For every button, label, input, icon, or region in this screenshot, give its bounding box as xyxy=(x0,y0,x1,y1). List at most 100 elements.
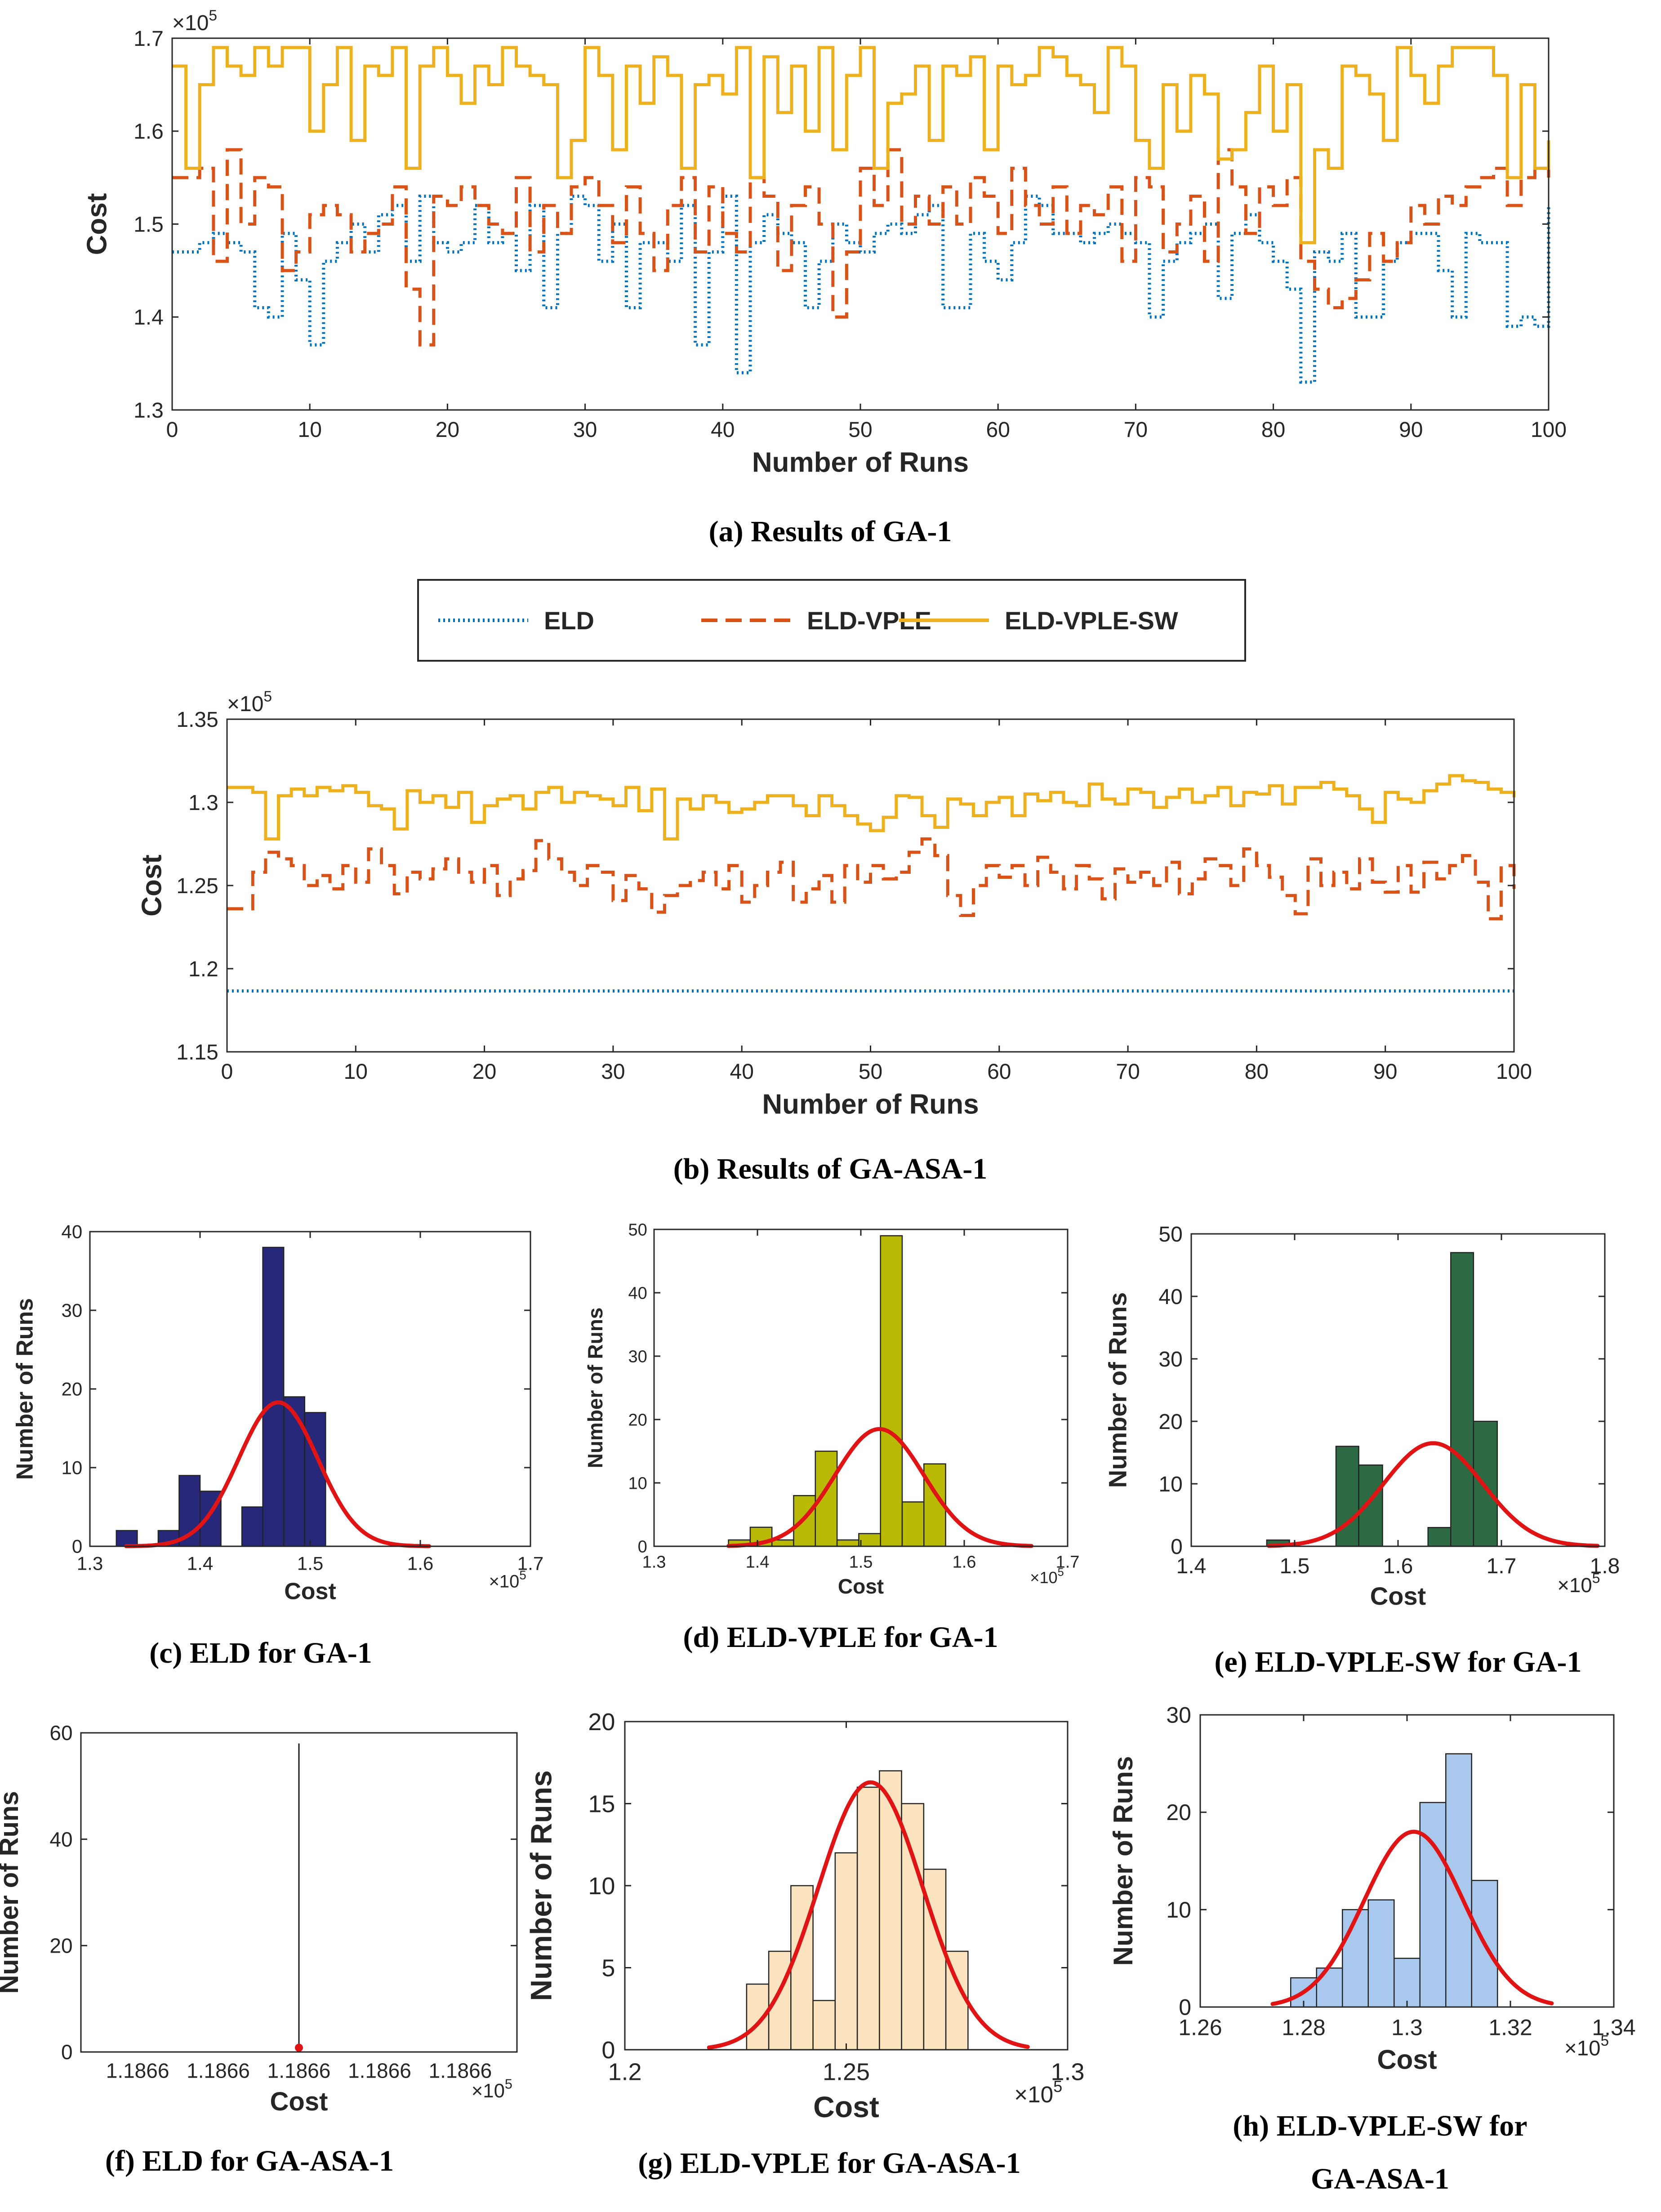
y-tick-label: 60 xyxy=(49,1721,72,1745)
x-tick-label: 1.26 xyxy=(1178,2015,1222,2040)
y-tick-label: 1.4 xyxy=(134,306,164,329)
histogram-bar xyxy=(901,1501,925,1547)
x-tick-label: 80 xyxy=(1245,1060,1269,1084)
histogram-bar xyxy=(836,1539,859,1547)
y-tick-label: 30 xyxy=(1158,1348,1182,1371)
caption-c: (c) ELD for GA-1 xyxy=(149,1637,372,1669)
histogram-bar xyxy=(1316,1967,1343,2008)
series-eld-vple xyxy=(172,148,1550,347)
series-eld-vple-sw xyxy=(172,46,1550,245)
x-axis-label: Number of Runs xyxy=(752,447,969,478)
y-tick-label: 0 xyxy=(601,2037,615,2064)
histogram-bar xyxy=(1427,1527,1452,1547)
x-tick-label: 1.8 xyxy=(1590,1554,1620,1578)
caption-f: (f) ELD for GA-ASA-1 xyxy=(105,2145,394,2177)
histogram-bar xyxy=(1358,1464,1383,1547)
x-tick-label: 1.3 xyxy=(642,1553,666,1572)
histogram-bar xyxy=(1445,1753,1472,2008)
y-axis-label: Number of Runs xyxy=(525,1770,558,2001)
axis-exponent: ×105 xyxy=(472,2076,512,2102)
normal-fit-curve xyxy=(707,1780,1030,2050)
legend-box xyxy=(417,579,1246,662)
y-tick-label: 10 xyxy=(628,1474,647,1493)
chart-a: 0 10 20 30 40 50 60 70 80 90 100 1.3 1.4 1.5 1.6 1.7 Num… xyxy=(82,7,1567,478)
caption-e: (e) ELD-VPLE-SW for GA-1 xyxy=(1214,1646,1582,1678)
y-tick-label: 20 xyxy=(61,1379,82,1400)
axes-frame xyxy=(80,1732,518,2053)
series-eld xyxy=(172,195,1550,384)
x-tick-label: 1.28 xyxy=(1282,2015,1325,2040)
x-tick-label: 100 xyxy=(1496,1060,1532,1084)
x-tick-label: 80 xyxy=(1261,418,1285,442)
x-tick-label: 1.25 xyxy=(823,2059,870,2086)
x-axis-label: Cost xyxy=(1370,1582,1426,1610)
x-tick-label: 1.4 xyxy=(746,1553,770,1572)
axis-exponent: ×105 xyxy=(1557,1570,1600,1597)
x-tick-label: 1.1866 xyxy=(106,2059,169,2083)
histogram-bar xyxy=(1394,1958,1421,2008)
chart-c: 1.3 1.4 1.5 1.6 1.7 0 10 20 30 40 Cost Number of Ru… xyxy=(12,1221,544,1605)
y-tick-label: 1.2 xyxy=(188,957,218,981)
x-tick-label: 1.3 xyxy=(1051,2059,1084,2086)
histogram-bar xyxy=(812,2000,836,2051)
y-tick-label: 15 xyxy=(588,1790,615,1817)
y-tick-label: 30 xyxy=(1166,1703,1191,1728)
histogram-bar xyxy=(1367,1899,1395,2008)
axis-exponent: ×105 xyxy=(1014,2077,1062,2107)
x-tick-label: 20 xyxy=(472,1060,496,1084)
axis-exponent: ×105 xyxy=(227,688,272,716)
axis-exponent: ×105 xyxy=(489,1568,526,1592)
y-tick-label: 10 xyxy=(588,1873,615,1900)
chart-d: 1.3 1.4 1.5 1.6 1.7 0 10 20 30 40 50 Cost Number of … xyxy=(583,1220,1079,1598)
x-axis-label: Number of Runs xyxy=(762,1089,979,1120)
y-axis-label: Cost xyxy=(82,193,113,255)
x-axis-label: Cost xyxy=(838,1575,884,1598)
y-tick-label: 1.6 xyxy=(134,120,164,144)
x-tick-label: 1.1866 xyxy=(267,2059,331,2083)
y-tick-label: 20 xyxy=(588,1709,615,1736)
y-tick-label: 1.3 xyxy=(188,791,218,815)
x-tick-label: 1.6 xyxy=(953,1553,976,1572)
plot-area xyxy=(227,719,1514,1052)
normal-fit-curve xyxy=(1267,1441,1600,1548)
x-axis-label: Cost xyxy=(1377,2045,1437,2075)
chart-b: 0 10 20 30 40 50 60 70 80 90 100 1.15 1.2 1.25 1.3 1.35… xyxy=(137,688,1532,1120)
x-tick-label: 1.32 xyxy=(1488,2015,1532,2040)
y-tick-label: 0 xyxy=(1179,1995,1191,2020)
x-tick-label: 100 xyxy=(1531,418,1567,442)
x-tick-label: 1.5 xyxy=(849,1553,873,1572)
y-tick-label: 10 xyxy=(1158,1473,1182,1496)
x-tick-label: 1.3 xyxy=(77,1553,103,1574)
x-axis-label: Cost xyxy=(270,2087,328,2116)
chart-f: 1.1866 1.1866 1.1866 1.1866 1.1866 0 20 40 60 Cos… xyxy=(0,1721,518,2116)
y-tick-label: 1.3 xyxy=(134,399,164,423)
caption-d: (d) ELD-VPLE for GA-1 xyxy=(683,1621,998,1654)
histogram-bar xyxy=(793,1495,816,1547)
y-tick-label: 40 xyxy=(1158,1285,1182,1309)
x-tick-label: 10 xyxy=(344,1060,368,1084)
histogram-bar xyxy=(1342,1909,1369,2008)
x-tick-label: 0 xyxy=(166,418,178,442)
x-tick-label: 1.1866 xyxy=(348,2059,411,2083)
y-tick-label: 1.7 xyxy=(134,27,164,51)
x-tick-label: 1.2 xyxy=(608,2059,641,2086)
y-tick-label: 0 xyxy=(72,1536,82,1557)
chart-e: 1.4 1.5 1.6 1.7 1.8 0 10 20 30 40 50 Cost Number of … xyxy=(1104,1223,1620,1610)
y-tick-label: 0 xyxy=(61,2040,73,2064)
y-axis-label: Number of Runs xyxy=(583,1308,607,1469)
x-tick-label: 1.5 xyxy=(1280,1554,1310,1578)
y-axis-label: Number of Runs xyxy=(1104,1292,1132,1488)
y-tick-label: 20 xyxy=(1158,1410,1182,1434)
y-tick-label: 5 xyxy=(601,1954,615,1981)
y-tick-label: 20 xyxy=(49,1934,72,1957)
x-tick-label: 10 xyxy=(298,418,322,442)
x-tick-label: 70 xyxy=(1124,418,1148,442)
chart-h: 1.26 1.28 1.3 1.32 1.34 0 10 20 30 Cost Number of … xyxy=(1108,1703,1636,2075)
caption-h-line2: GA-ASA-1 xyxy=(1311,2163,1449,2195)
x-tick-label: 60 xyxy=(986,418,1010,442)
x-tick-label: 50 xyxy=(848,418,872,442)
histogram-bar xyxy=(116,1530,138,1547)
y-tick-label: 10 xyxy=(61,1457,82,1478)
y-tick-label: 20 xyxy=(1166,1800,1191,1825)
histogram-bar xyxy=(880,1235,903,1547)
